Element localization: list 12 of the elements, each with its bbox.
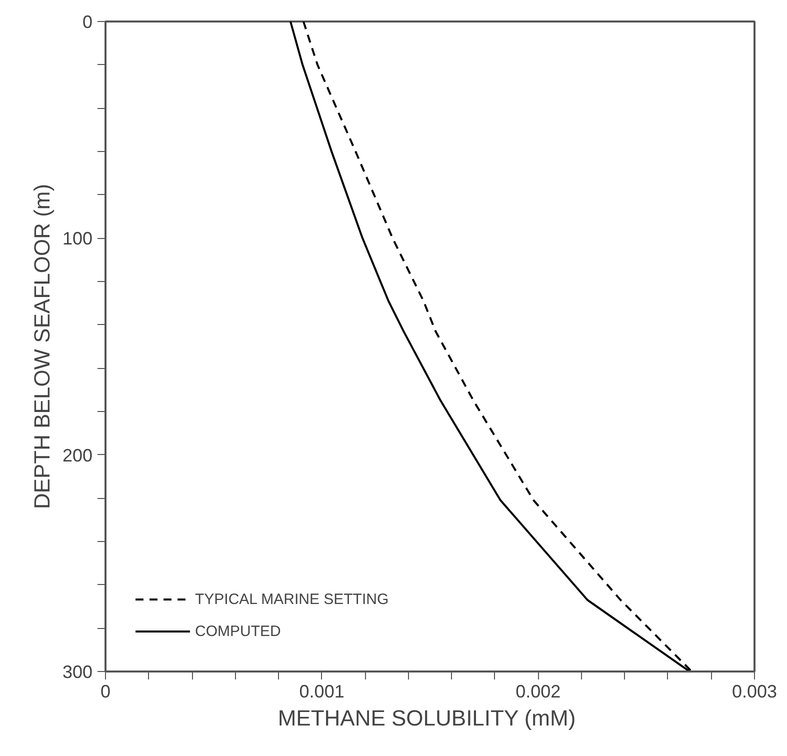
x-tick-label: 0 [100,682,111,702]
x-tick-label: 0.002 [516,682,561,702]
x-tick-label: 0.001 [299,682,344,702]
y-tick-label: 200 [62,445,93,466]
y-axis-title: DEPTH BELOW SEAFLOOR (m) [29,184,54,510]
y-tick-label: 0 [82,12,93,32]
legend-label: TYPICAL MARINE SETTING [195,590,389,608]
x-tick-label: 0.003 [732,682,778,702]
x-axis-title: METHANE SOLUBILITY (mM) [278,706,576,730]
y-tick-label: 100 [62,228,93,249]
y-tick-label: 300 [62,662,93,682]
legend-label: COMPUTED [195,622,281,640]
